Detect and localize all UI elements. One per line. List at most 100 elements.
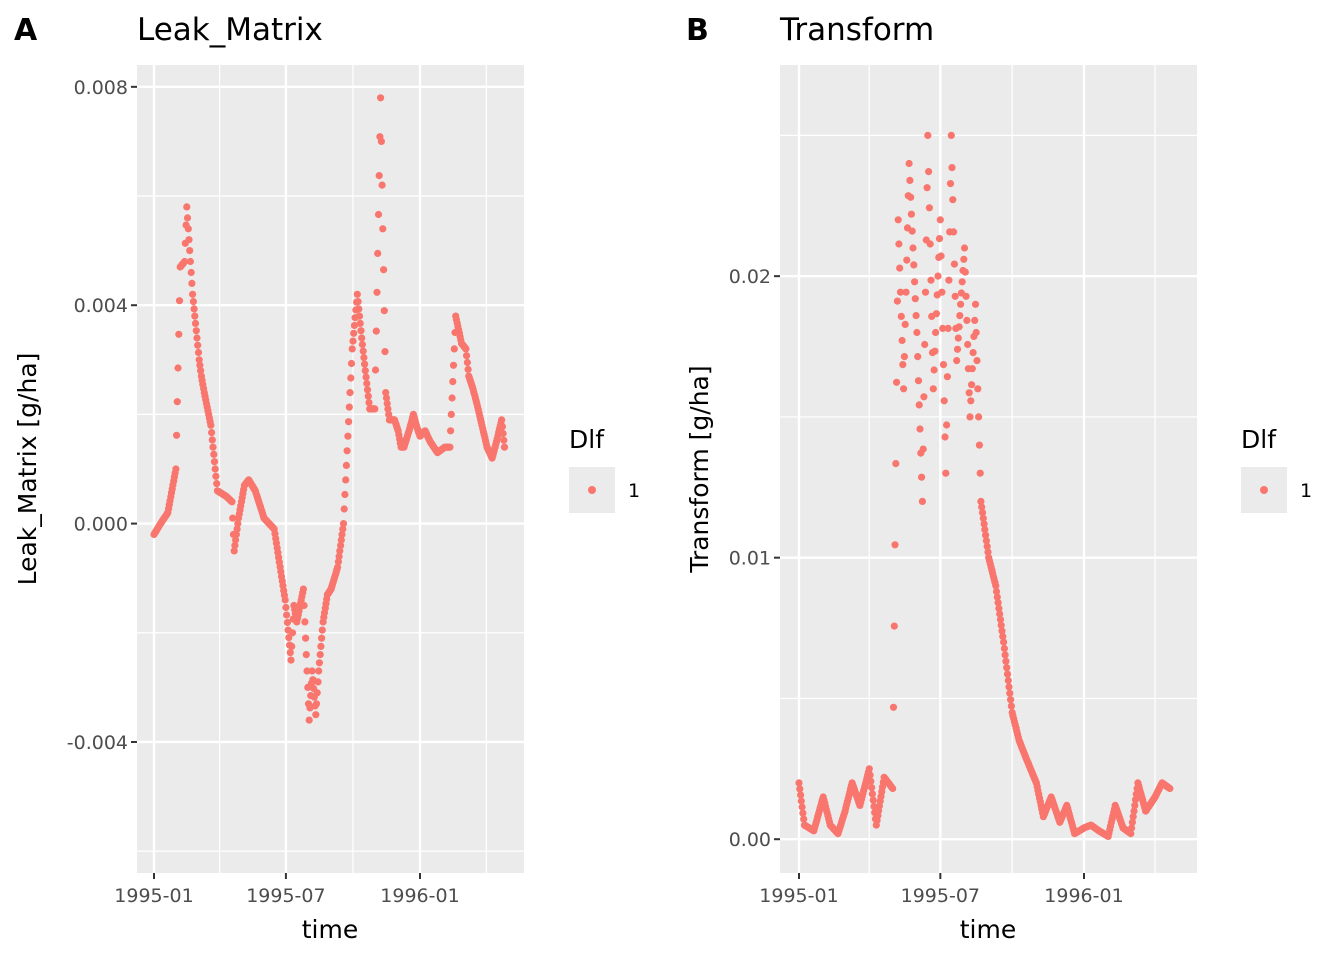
data-point: [382, 389, 390, 397]
data-point: [384, 405, 392, 413]
data-point: [378, 181, 386, 189]
data-point: [927, 276, 935, 284]
data-point: [372, 327, 380, 335]
data-point: [449, 378, 457, 386]
data-point: [924, 131, 932, 139]
data-point: [1131, 801, 1139, 810]
data-point: [377, 94, 385, 102]
data-point: [185, 236, 193, 244]
panel-b-legend-label: 1: [1300, 480, 1312, 502]
data-point: [891, 541, 899, 549]
data-point: [798, 803, 806, 811]
data-point: [374, 210, 383, 219]
data-point: [232, 530, 240, 539]
data-point: [1128, 818, 1136, 826]
data-point: [981, 525, 989, 534]
data-point: [191, 312, 199, 320]
data-point: [196, 361, 204, 369]
data-point: [1003, 664, 1011, 672]
data-point: [175, 330, 183, 338]
data-point: [334, 563, 342, 571]
data-point: [797, 797, 805, 805]
data-point: [796, 785, 804, 793]
data-point: [918, 497, 927, 505]
data-point: [932, 328, 940, 337]
data-point: [930, 366, 938, 374]
data-point: [189, 298, 197, 306]
data-point: [463, 352, 471, 360]
panel-a-y-tick-label: 0.000: [74, 514, 128, 536]
data-point: [300, 601, 308, 610]
data-point: [230, 547, 238, 555]
data-point: [870, 802, 878, 811]
data-point: [992, 587, 1001, 596]
data-point: [318, 626, 326, 634]
panel-a-legend: Dlf 1: [569, 425, 640, 513]
data-point: [999, 632, 1007, 641]
data-point: [900, 385, 908, 393]
data-point: [797, 791, 805, 799]
data-point: [345, 418, 353, 426]
data-point: [317, 642, 325, 651]
data-point: [303, 667, 311, 675]
data-point: [865, 765, 873, 773]
data-point: [302, 651, 310, 659]
data-point: [971, 300, 980, 308]
data-point: [347, 359, 356, 368]
data-point: [181, 257, 189, 266]
data-point: [308, 667, 316, 675]
data-point: [975, 413, 983, 421]
data-point: [449, 361, 458, 369]
data-point: [1002, 657, 1010, 665]
data-point: [463, 358, 471, 367]
data-point: [975, 441, 984, 449]
data-point: [945, 276, 953, 284]
data-point: [210, 450, 218, 458]
data-point: [896, 264, 904, 272]
data-point: [173, 398, 181, 406]
data-point: [894, 216, 902, 224]
data-point: [287, 656, 295, 664]
panel-a-x-axis-label: time: [302, 915, 358, 944]
data-point: [312, 700, 321, 708]
data-point: [207, 421, 215, 429]
data-point: [1131, 796, 1140, 804]
panel-a: A Leak_Matrix -0.004 0.000 0.004 0.008 1995-…: [13, 12, 640, 944]
data-point: [301, 618, 309, 626]
data-point: [194, 348, 203, 357]
data-point: [336, 547, 344, 555]
data-point: [901, 320, 909, 328]
data-point: [377, 137, 385, 145]
data-point: [890, 622, 898, 630]
data-point: [315, 659, 323, 667]
data-point: [978, 503, 986, 511]
data-point: [896, 288, 905, 296]
data-point: [911, 278, 919, 286]
data-point: [994, 599, 1002, 607]
data-point: [363, 386, 372, 394]
data-point: [1129, 813, 1137, 821]
panel-a-x-tick-label: 1996-01: [380, 885, 459, 907]
data-point: [939, 361, 948, 369]
data-point: [499, 429, 507, 438]
data-point: [903, 256, 911, 264]
data-point: [380, 307, 388, 315]
panel-a-x-tick-label: 1995-07: [246, 885, 325, 907]
data-point: [350, 321, 358, 330]
data-point: [996, 610, 1004, 618]
data-point: [190, 305, 198, 313]
data-point: [335, 552, 343, 561]
data-point: [313, 689, 321, 697]
data-point: [1000, 644, 1009, 653]
data-point: [283, 618, 291, 627]
data-point: [940, 397, 948, 405]
panel-a-points: [150, 94, 509, 724]
data-point: [385, 410, 393, 418]
data-point: [929, 385, 937, 393]
data-point: [960, 255, 968, 263]
panel-a-x-tick-label: 1995-01: [114, 885, 193, 907]
data-point: [316, 651, 324, 659]
data-point: [231, 541, 239, 550]
data-point: [892, 460, 900, 468]
data-point: [972, 328, 980, 337]
